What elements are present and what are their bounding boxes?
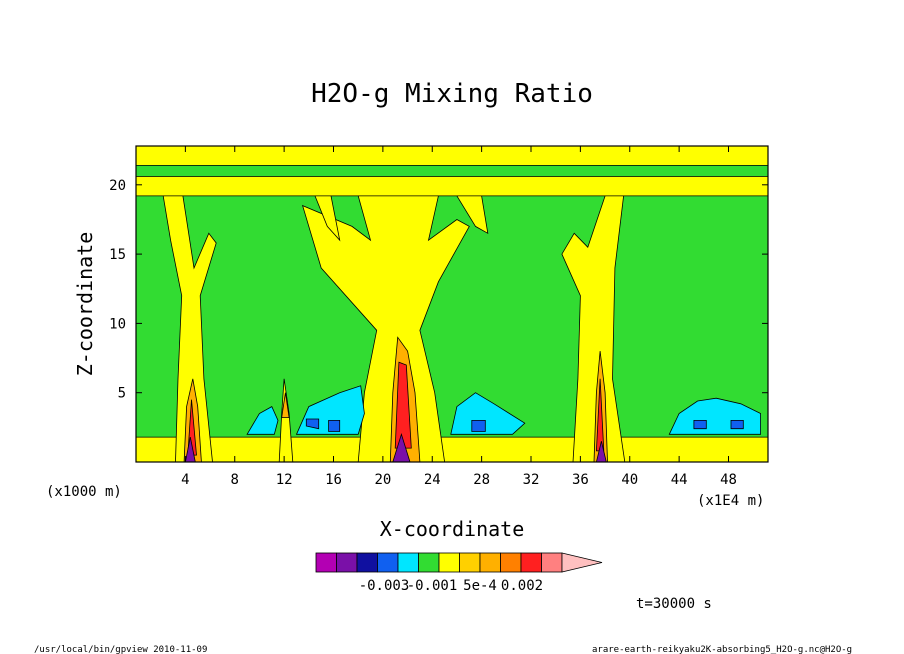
- colorbar-label: 5e-4: [463, 578, 497, 594]
- colorbar-swatch: [541, 552, 563, 573]
- contour-region-3-1: [328, 419, 341, 432]
- y-tick-label: 20: [109, 178, 126, 194]
- contour-region-1-8: [456, 195, 489, 235]
- footer-left: /usr/local/bin/gpview 2010-11-09: [34, 645, 207, 654]
- colorbar-labels: -0.003-0.001 5e-4 0.002: [359, 578, 543, 594]
- y-axis: 5 10 15 20: [109, 178, 768, 402]
- contour-region-3-2: [471, 419, 486, 432]
- colorbar-label: 0.002: [501, 578, 543, 594]
- y-tick-label: 10: [109, 316, 126, 332]
- contour-region-2-2: [450, 392, 526, 435]
- contour-region-1-0: [135, 176, 769, 197]
- colorbar: [315, 552, 603, 573]
- contour-region-1-6: [561, 195, 626, 463]
- colorbar-swatch: [500, 552, 522, 573]
- x-tick-label: 8: [231, 472, 239, 488]
- time-label: t=30000 s: [636, 596, 712, 612]
- contour-region-1-7: [314, 195, 341, 242]
- contour-regions: [135, 145, 769, 463]
- plot-frame: [135, 145, 769, 463]
- x-tick-label: 12: [276, 472, 293, 488]
- x-tick-label: 32: [523, 472, 540, 488]
- colorbar-swatch: [356, 552, 378, 573]
- colorbar-arrow: [561, 552, 603, 573]
- x-tick-label: 16: [325, 472, 342, 488]
- x-tick-label: 40: [621, 472, 638, 488]
- x-tick-label: 20: [374, 472, 391, 488]
- chart-title: H2O-g Mixing Ratio: [311, 79, 593, 109]
- x-axis-label: X-coordinate: [380, 517, 525, 541]
- y-tick-label: 15: [109, 247, 126, 263]
- contour-region-1-3: [162, 195, 217, 463]
- x-tick-label: 48: [720, 472, 737, 488]
- colorbar-swatch: [459, 552, 481, 573]
- colorbar-swatch: [520, 552, 542, 573]
- colorbar-swatch: [418, 552, 440, 573]
- x-tick-label: 4: [181, 472, 189, 488]
- x-tick-label: 36: [572, 472, 589, 488]
- x-unit-right: (x1E4 m): [697, 493, 764, 509]
- x-axis: 4 8 12 16 20 24 28 32 36 40 44 48: [181, 146, 737, 488]
- x-tick-label: 28: [473, 472, 490, 488]
- colorbar-swatch: [377, 552, 399, 573]
- colorbar-label: -0.003: [359, 578, 410, 594]
- y-axis-label: Z-coordinate: [73, 232, 97, 377]
- x-tick-label: 24: [424, 472, 441, 488]
- contour-region-1-2: [135, 436, 769, 463]
- contour-region-3-4: [730, 419, 744, 430]
- colorbar-swatch: [336, 552, 358, 573]
- contour-region-1-5: [301, 195, 470, 463]
- contour-region-4-1: [281, 392, 290, 419]
- colorbar-label: -0.001: [407, 578, 458, 594]
- contour-region-3-0: [305, 418, 320, 430]
- x-tick-label: 44: [671, 472, 688, 488]
- y-tick-label: 5: [118, 386, 126, 402]
- colorbar-swatch: [438, 552, 460, 573]
- footer-right: arare-earth-reikyaku2K-absorbing5_H2O-g.…: [592, 645, 852, 654]
- colorbar-swatch: [315, 552, 337, 573]
- contour-region-2-0: [246, 406, 279, 435]
- contour-region-1-1: [135, 145, 769, 166]
- x-unit-left: (x1000 m): [46, 484, 122, 500]
- colorbar-swatch: [397, 552, 419, 573]
- colorbar-swatch: [479, 552, 501, 573]
- contour-region-3-3: [693, 419, 707, 430]
